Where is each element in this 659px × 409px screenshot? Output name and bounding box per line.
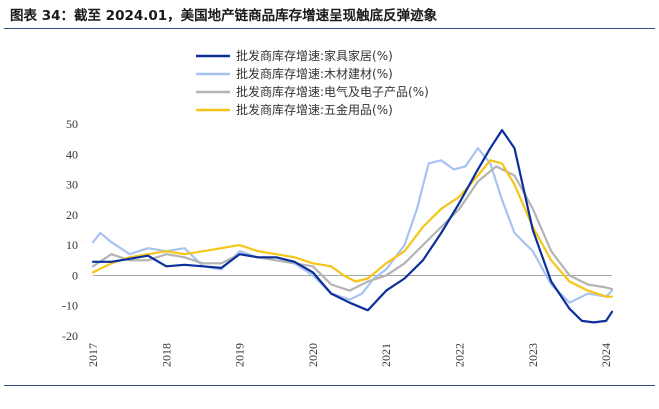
y-tick-label: 10 [66,238,78,252]
x-tick-label: 2024 [599,343,613,367]
x-tick-label: 2017 [86,343,100,367]
series-line-3 [91,165,614,292]
y-tick-label: 40 [66,147,78,161]
y-tick-label: -20 [62,329,78,343]
y-axis: -20 -10 0 10 20 30 40 50 [62,117,78,343]
series-group [91,129,614,324]
title-rule [4,28,655,29]
legend-label-2: 批发商库存增速:木材建材(%) [236,66,393,81]
x-tick-label: 2022 [453,343,467,367]
x-tick-label: 2018 [159,343,173,367]
y-tick-label: 30 [66,178,78,192]
legend-label-1: 批发商库存增速:家具家居(%) [236,48,393,63]
chart-title: 图表 34：截至 2024.01，美国地产链商品库存增速呈现触底反弹迹象 [10,8,438,24]
y-tick-label: 50 [66,117,78,131]
legend-label-3: 批发商库存增速:电气及电子产品(%) [236,84,429,99]
x-axis: 2017 2018 2019 2020 2021 2022 2023 2024 [86,343,613,367]
y-tick-label: 0 [72,268,78,282]
series-line-4 [91,159,614,298]
x-tick-label: 2020 [306,343,320,367]
y-tick-label: 20 [66,208,78,222]
y-tick-label: -10 [62,299,78,313]
legend: 批发商库存增速:家具家居(%) 批发商库存增速:木材建材(%) 批发商库存增速:电气… [196,48,429,117]
x-tick-label: 2023 [526,343,540,367]
series-line-1 [91,129,614,324]
x-tick-label: 2019 [233,343,247,367]
x-tick-label: 2021 [379,343,393,367]
bottom-rule [4,385,655,386]
legend-label-4: 批发商库存增速:五金用品(%) [236,102,393,117]
